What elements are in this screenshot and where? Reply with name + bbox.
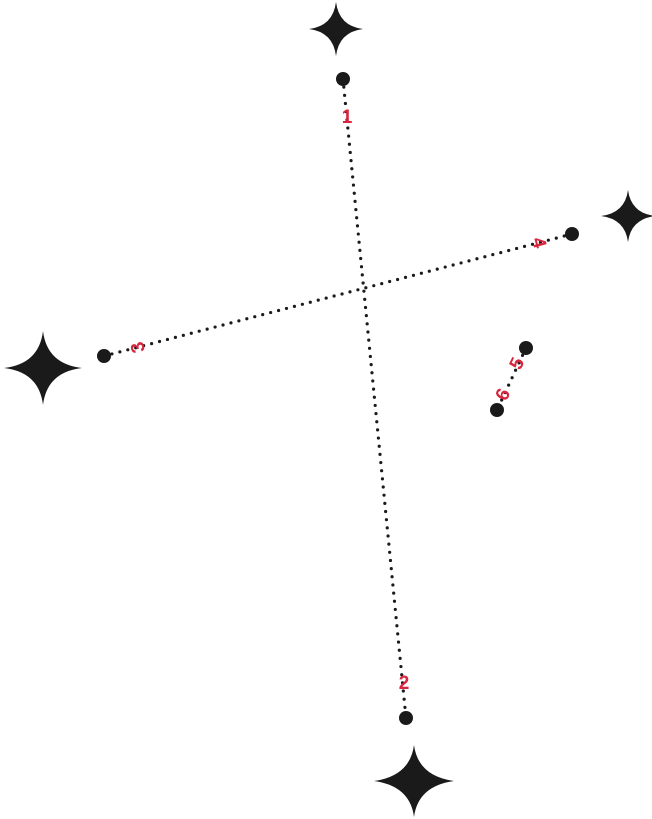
dotted-line-5-6	[495, 346, 528, 412]
point-label-4: 4	[527, 235, 550, 251]
star-icon-right	[601, 190, 652, 242]
point-label-1: 1	[342, 107, 353, 128]
point-2	[399, 711, 413, 725]
star-icon-bottom	[374, 745, 454, 817]
point-label-2: 2	[399, 673, 410, 694]
star-icon-top	[309, 2, 363, 56]
dotted-line-3-4	[102, 232, 574, 358]
point-label-5: 5	[506, 354, 530, 373]
point-3	[97, 349, 111, 363]
point-4	[565, 227, 579, 241]
point-label-6: 6	[492, 386, 516, 404]
star-icon-left	[4, 331, 82, 405]
point-1	[336, 72, 350, 86]
point-label-3: 3	[127, 339, 150, 355]
point-6	[490, 403, 504, 417]
dotted-line-1-2	[341, 77, 408, 720]
point-5	[519, 341, 533, 355]
